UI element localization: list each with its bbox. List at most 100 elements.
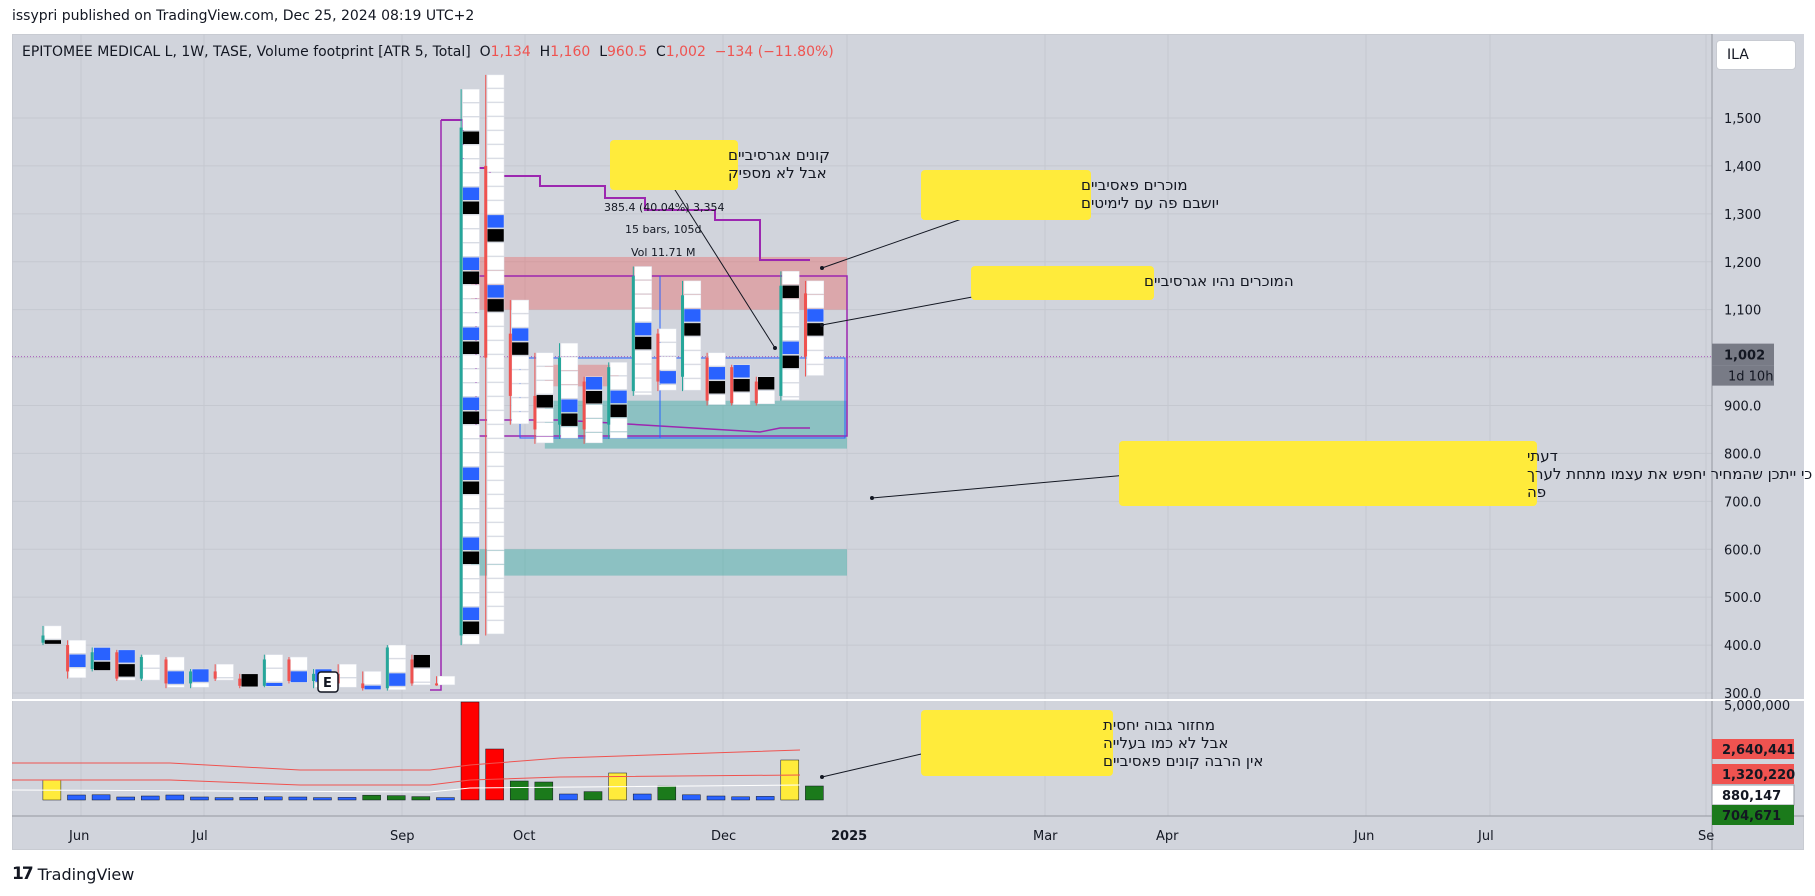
- footprint-cell: [486, 270, 505, 285]
- note-volume-box: [921, 710, 1113, 776]
- footprint-cell: [486, 214, 505, 229]
- footprint-cell: [167, 656, 185, 671]
- footprint-cell: [388, 658, 406, 673]
- footprint-cell: [486, 354, 505, 369]
- footprint-cell: [486, 312, 505, 327]
- footprint-cell: [462, 327, 480, 341]
- footprint-cell: [486, 172, 505, 187]
- currency-selector[interactable]: ILA: [1716, 40, 1796, 70]
- footprint-cell: [388, 644, 406, 659]
- footprint-cell: [462, 425, 480, 439]
- footprint-cell: [634, 392, 652, 396]
- footprint-bar: [435, 675, 456, 686]
- footprint-cell: [462, 159, 480, 173]
- volume-bar: [559, 793, 578, 801]
- support-line: [470, 419, 810, 433]
- footer-brand[interactable]: 17 TradingView: [12, 864, 134, 884]
- footprint-cell: [683, 364, 702, 379]
- time-tick-label: Mar: [1033, 829, 1058, 844]
- volume-bar: [386, 795, 406, 801]
- footprint-cell: [486, 102, 505, 117]
- footprint-cell: [339, 664, 357, 678]
- footprint-cell: [757, 390, 775, 404]
- footprint-cell: [708, 380, 726, 395]
- footprint-cell: [486, 578, 505, 593]
- footprint-cell: [413, 682, 431, 686]
- footprint-cell: [782, 299, 800, 313]
- footprint-cell: [462, 509, 480, 523]
- price-tick-label: 400.0: [1724, 639, 1761, 654]
- volume-bar: [485, 748, 504, 801]
- footprint-cell: [782, 271, 800, 285]
- green-zone: [471, 549, 847, 576]
- volume-bar: [190, 796, 209, 801]
- time-tick-label: Se: [1698, 829, 1714, 844]
- footprint-bar: [164, 656, 185, 689]
- volume-level-label: 2,640,441: [1722, 743, 1795, 758]
- published-by: issypri published on TradingView.com, De…: [12, 8, 475, 24]
- footprint-cell: [511, 341, 529, 356]
- footprint-cell: [585, 390, 603, 404]
- footprint-cell: [462, 411, 480, 425]
- footprint-bar: [484, 74, 505, 636]
- volume-bar: [411, 796, 431, 801]
- footprint-bar: [115, 649, 136, 682]
- footprint-cell: [609, 404, 628, 418]
- purple-vertical-line: [430, 120, 442, 691]
- footprint-cell: [659, 328, 677, 343]
- footprint-cell: [609, 390, 628, 404]
- note-passive-sellers-pointer-dot: [820, 266, 824, 270]
- footprint-bar: [558, 342, 579, 440]
- volume-avg-line: [11, 784, 801, 793]
- footprint-cell: [462, 285, 480, 299]
- footprint-cell: [486, 158, 505, 173]
- footprint-cell: [486, 242, 505, 257]
- footprint-cell: [659, 356, 677, 371]
- volume-bar: [165, 794, 185, 801]
- note-volume-text: אבל לא כמו בעלייה: [1103, 734, 1228, 752]
- time-tick-label: Jul: [191, 829, 208, 844]
- footprint-cell: [708, 394, 726, 405]
- footprint-cell: [634, 280, 652, 294]
- volume-bar: [657, 785, 677, 801]
- footprint-cell: [462, 593, 480, 607]
- footprint-cell: [462, 215, 480, 229]
- footprint-cell: [732, 364, 751, 379]
- footprint-cell: [757, 376, 775, 390]
- footprint-cell: [462, 467, 480, 481]
- footprint-bar: [508, 299, 529, 425]
- footprint-cell: [806, 336, 825, 351]
- footprint-cell: [511, 299, 529, 314]
- footprint-cell: [806, 294, 825, 309]
- note-opinion-pointer: [871, 472, 1151, 499]
- earnings-marker-label: E: [323, 676, 332, 691]
- footprint-bar: [336, 664, 357, 689]
- countdown-value: 1d 10h: [1728, 370, 1773, 385]
- footprint-cell: [216, 664, 234, 678]
- footprint-cell: [290, 670, 308, 683]
- footprint-cell: [732, 392, 751, 405]
- footprint-cell: [782, 369, 800, 383]
- open-label: O: [479, 44, 491, 60]
- footprint-cell: [486, 340, 505, 355]
- footprint-cell: [462, 201, 480, 215]
- footprint-cell: [462, 439, 480, 453]
- footprint-cell: [536, 394, 554, 409]
- footprint-cell: [462, 341, 480, 355]
- volume-band-lower: [12, 774, 801, 786]
- volume-level-badge: [1712, 764, 1794, 784]
- footprint-cell: [290, 656, 308, 671]
- footprint-cell: [511, 327, 529, 342]
- footprint-cell: [560, 398, 579, 413]
- note-opinion-pointer-dot: [870, 496, 874, 500]
- footprint-cell: [511, 355, 529, 370]
- footprint-cell: [782, 355, 800, 369]
- note-passive-sellers-box: [921, 170, 1091, 220]
- note-passive-sellers-text: מוכרים פאסיביים: [1081, 176, 1188, 194]
- footprint-cell: [462, 187, 480, 201]
- footprint-cell: [167, 670, 185, 685]
- footprint-cell: [363, 685, 382, 690]
- footprint-cell: [536, 380, 554, 395]
- footprint-cell: [462, 145, 480, 159]
